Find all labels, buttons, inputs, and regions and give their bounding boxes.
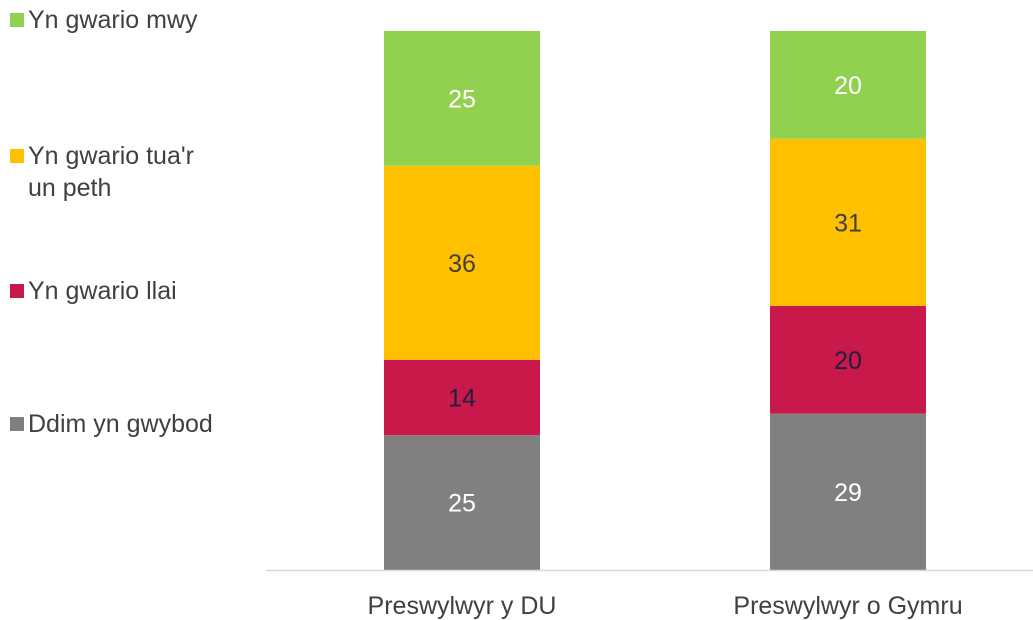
bar-segment-preswylwyr-y-du-yn-gwario-tua-r-un-peth [384, 165, 540, 360]
bar-segment-preswylwyr-o-gymru-yn-gwario-llai [770, 305, 926, 414]
legend-swatch-spend-more [10, 13, 24, 27]
data-label-preswylwyr-o-gymru-yn-gwario-llai: 20 [834, 347, 862, 375]
legend-label-spend-same: Yn gwario tua'r un peth [28, 142, 194, 202]
legend: Yn gwario mwy Yn gwario tua'r un peth Yn… [10, 0, 260, 620]
data-label-preswylwyr-y-du-yn-gwario-mwy: 25 [448, 85, 476, 113]
x-tick-label-preswylwyr-o-gymru: Preswylwyr o Gymru [733, 592, 962, 620]
data-label-preswylwyr-o-gymru-yn-gwario-mwy: 20 [834, 72, 862, 100]
legend-item-spend-less: Yn gwario llai [10, 275, 260, 307]
bar-segment-preswylwyr-o-gymru-ddim-yn-gwybod [770, 413, 926, 570]
bar-segment-preswylwyr-o-gymru-yn-gwario-mwy [770, 31, 926, 139]
legend-swatch-dont-know [10, 417, 24, 431]
legend-item-dont-know: Ddim yn gwybod [10, 408, 260, 440]
data-label-preswylwyr-y-du-ddim-yn-gwybod: 25 [448, 490, 476, 518]
data-label-preswylwyr-o-gymru-yn-gwario-tua-r-un-peth: 31 [834, 209, 862, 237]
bar-segment-preswylwyr-o-gymru-yn-gwario-tua-r-un-peth [770, 138, 926, 306]
legend-item-spend-same: Yn gwario tua'r un peth [10, 140, 260, 204]
legend-swatch-spend-less [10, 284, 24, 298]
bar-segment-preswylwyr-y-du-yn-gwario-llai [384, 359, 540, 436]
data-label-preswylwyr-y-du-yn-gwario-tua-r-un-peth: 36 [448, 250, 476, 278]
legend-label-dont-know: Ddim yn gwybod [28, 410, 213, 438]
data-label-preswylwyr-o-gymru-ddim-yn-gwybod: 29 [834, 479, 862, 507]
legend-item-spend-more: Yn gwario mwy [10, 4, 260, 36]
x-tick-label-preswylwyr-y-du: Preswylwyr y DU [368, 592, 557, 620]
bar-segment-preswylwyr-y-du-yn-gwario-mwy [384, 31, 540, 166]
data-label-preswylwyr-y-du-yn-gwario-llai: 14 [448, 385, 476, 413]
bar-segment-preswylwyr-y-du-ddim-yn-gwybod [384, 435, 540, 570]
legend-label-spend-less: Yn gwario llai [28, 277, 177, 305]
legend-label-spend-more: Yn gwario mwy [28, 6, 198, 34]
legend-swatch-spend-same [10, 149, 24, 163]
